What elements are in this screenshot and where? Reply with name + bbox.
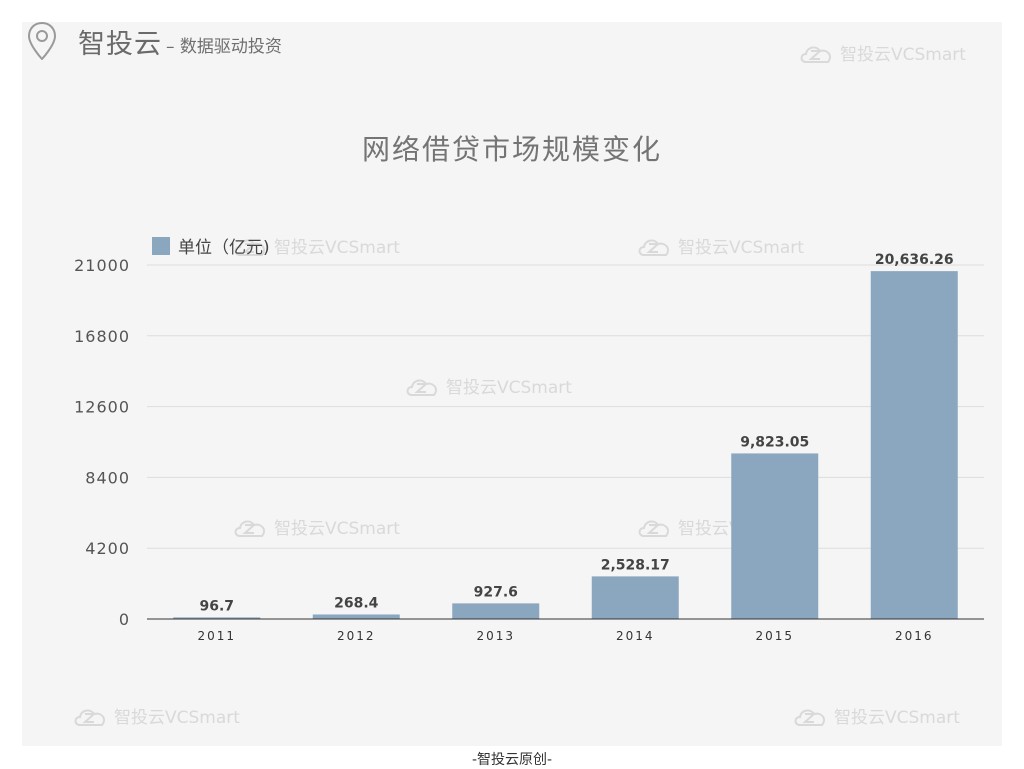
watermark: 智投云VCSmart (232, 514, 400, 539)
data-label: 927.6 (474, 584, 518, 600)
cloud-logo-icon (234, 519, 265, 537)
watermark: 智投云VCSmart (232, 233, 400, 258)
watermark-text: 智投云VCSmart (834, 708, 960, 728)
x-tick-label: 2011 (197, 629, 236, 643)
data-label: 2,528.17 (601, 557, 670, 573)
bar (731, 453, 819, 619)
data-label: 268.4 (334, 595, 379, 611)
x-tick-label: 2013 (476, 629, 515, 643)
location-pin-icon (28, 22, 56, 60)
brand-slogan: – 数据驱动投资 (166, 37, 282, 57)
legend-swatch (152, 236, 170, 255)
cloud-logo-icon (234, 238, 265, 256)
bar (591, 576, 679, 619)
y-tick-label: 16800 (74, 327, 130, 346)
y-tick-label: 21000 (74, 256, 130, 275)
y-tick-label: 0 (119, 610, 130, 629)
y-tick-label: 8400 (85, 468, 130, 487)
cloud-logo-icon (406, 378, 437, 396)
watermark-text: 智投云VCSmart (274, 238, 400, 258)
y-tick-label: 12600 (74, 398, 130, 417)
bar (452, 603, 540, 619)
watermark-text: 智投云VCSmart (678, 238, 804, 258)
cloud-logo-icon (800, 45, 831, 63)
brand-name: 智投云 (78, 29, 162, 60)
chart-title: 网络借贷市场规模变化 (361, 133, 662, 166)
bar (312, 614, 400, 619)
cloud-logo-icon (638, 238, 669, 256)
cloud-logo-icon (638, 519, 669, 537)
watermark-text: 智投云VCSmart (114, 708, 240, 728)
bar (870, 271, 958, 619)
chart-panel (22, 22, 1002, 746)
watermark-text: 智投云VCSmart (446, 378, 572, 398)
bar (173, 617, 261, 619)
footer-credit: -智投云原创- (471, 752, 553, 768)
watermark: 智投云VCSmart (798, 40, 966, 65)
watermark: 智投云VCSmart (636, 233, 804, 258)
data-label: 20,636.26 (875, 252, 954, 268)
x-tick-label: 2015 (755, 629, 794, 643)
legend-label: 单位（亿元) (178, 238, 270, 258)
chart-legend: 单位（亿元) (152, 233, 270, 258)
watermark: 智投云VCSmart (792, 703, 960, 728)
watermark: 智投云VCSmart (404, 373, 572, 398)
y-tick-label: 4200 (85, 539, 130, 558)
watermark: 智投云VCSmart (72, 703, 240, 728)
cloud-logo-icon (74, 708, 105, 726)
x-tick-label: 2016 (895, 629, 934, 643)
data-label: 96.7 (199, 598, 234, 614)
watermark-text: 智投云VCSmart (840, 45, 966, 65)
data-label: 9,823.05 (740, 434, 809, 450)
x-tick-label: 2012 (337, 629, 376, 643)
x-tick-label: 2014 (616, 629, 655, 643)
cloud-logo-icon (794, 708, 825, 726)
watermark-text: 智投云VCSmart (274, 519, 400, 539)
